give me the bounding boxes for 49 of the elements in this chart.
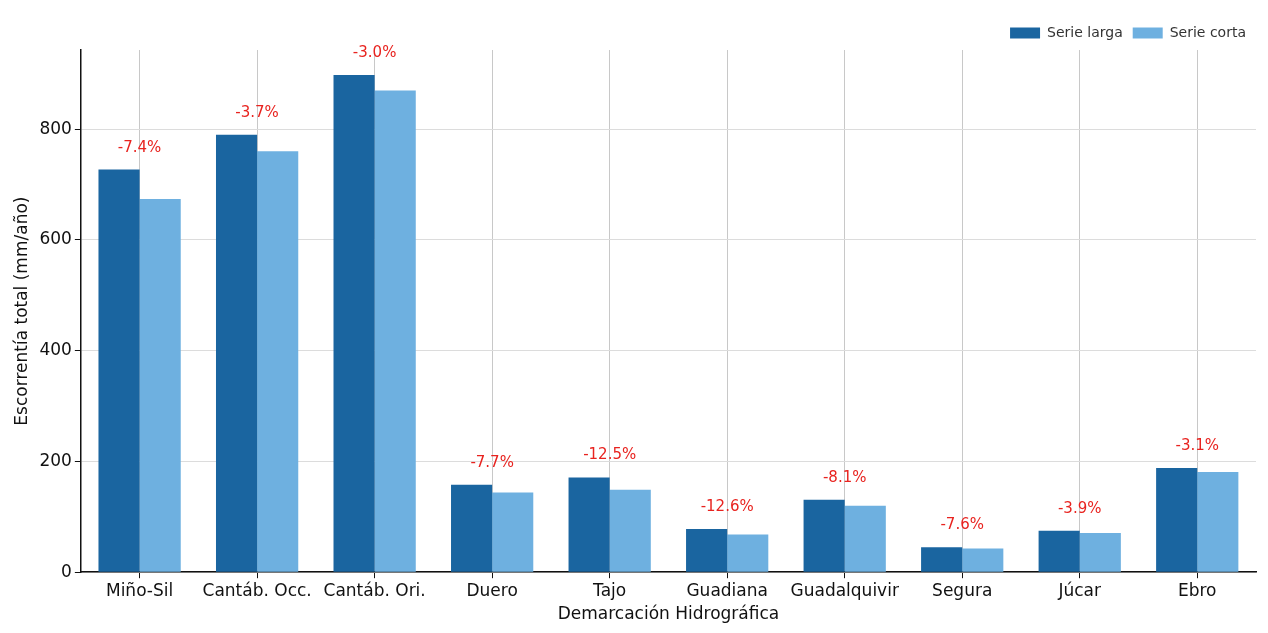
x-tick-label: Guadiana (686, 579, 768, 600)
x-tick-label: Júcar (1057, 579, 1102, 600)
bar (98, 169, 140, 572)
y-tick-label: 200 (39, 449, 72, 470)
x-tick-label: Cantáb. Ori. (323, 579, 426, 600)
x-tick-label: Cantáb. Occ. (202, 579, 312, 600)
bar (568, 477, 610, 572)
x-tick-label: Segura (932, 579, 993, 600)
y-tick-label: 600 (39, 228, 72, 249)
y-tick-label: 0 (61, 560, 72, 581)
legend-label: Serie corta (1169, 23, 1246, 40)
bar (844, 505, 886, 572)
bar (1038, 530, 1080, 572)
x-tick-label: Miño-Sil (105, 579, 174, 600)
bar (257, 151, 299, 572)
bar (727, 534, 769, 572)
annotation: -3.1% (1175, 435, 1220, 454)
bar (1079, 532, 1121, 572)
annotation: -7.4% (117, 137, 162, 156)
annotation: -3.0% (352, 42, 397, 61)
x-tick-label: Ebro (1177, 579, 1217, 600)
annotation: -12.6% (700, 496, 754, 515)
x-tick-label: Duero (466, 579, 518, 600)
bar (921, 547, 963, 572)
x-tick-label: Tajo (592, 579, 627, 600)
bar (139, 198, 181, 572)
bar (962, 548, 1004, 572)
annotation: -12.5% (583, 445, 637, 464)
y-tick-label: 800 (39, 117, 72, 138)
x-axis-title: Demarcación Hidrográfica (557, 603, 780, 624)
annotation: -3.7% (235, 102, 279, 121)
legend-label: Serie larga (1047, 23, 1123, 40)
annotation: -7.7% (470, 452, 514, 471)
bar (451, 484, 493, 572)
bar (803, 499, 845, 572)
bar (333, 74, 375, 572)
bar (1156, 468, 1198, 572)
annotation: -8.1% (822, 467, 867, 486)
annotation: -3.9% (1057, 498, 1102, 517)
bar (374, 90, 416, 572)
bar (609, 489, 651, 572)
y-tick-label: 400 (39, 339, 72, 360)
bar (686, 529, 728, 572)
x-tick-label: Guadalquivir (790, 579, 899, 600)
bar (1197, 471, 1239, 572)
y-axis-title: Escorrentía total (mm/año) (10, 196, 31, 426)
annotation: -7.6% (940, 515, 984, 534)
bar (492, 492, 534, 572)
bar (215, 134, 258, 572)
